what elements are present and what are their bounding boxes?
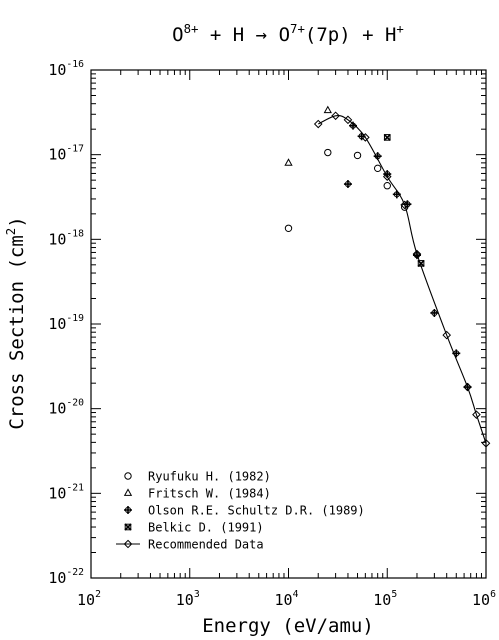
- data-point: [463, 383, 472, 392]
- x-tick-label: 105​: [373, 589, 397, 609]
- data-point: [284, 224, 293, 232]
- data-point: [331, 111, 340, 121]
- data-point: [343, 115, 353, 125]
- y-tick-label: 10-17​: [48, 144, 84, 164]
- legend-marker: [124, 506, 132, 514]
- data-point: [442, 330, 452, 340]
- legend-label: Ryufuku H. (1982): [148, 470, 271, 484]
- legend-marker: [124, 472, 132, 480]
- x-tick-label: 104​: [275, 589, 299, 609]
- data-point: [463, 382, 472, 392]
- data-point: [452, 349, 461, 358]
- y-tick-label: 10-18​: [48, 228, 84, 248]
- y-axis-label: Cross Section (cm2​): [4, 216, 28, 429]
- axis-ticks: [90, 69, 487, 579]
- x-tick-label: 106​: [472, 589, 496, 609]
- x-tick-label: 103​: [176, 589, 200, 609]
- legend-label: Recommended Data: [148, 538, 264, 552]
- y-tick-labels: 10-16​ 10-17​ 10-18​ 10-19​ 10-20​ 10-21​ 10-2…: [48, 59, 84, 587]
- data-point: [349, 121, 358, 130]
- y-tick-label: 10-22​: [48, 567, 84, 587]
- data-point: [430, 308, 439, 317]
- chart-title: O8+​ + H → O7+​(7p) + H+​: [172, 22, 404, 46]
- data-markers: [284, 105, 491, 448]
- plot-frame: [90, 69, 487, 579]
- data-point: [324, 148, 332, 157]
- data-point: [323, 105, 332, 114]
- legend: Ryufuku H. (1982) Fritsch W. (1984) Olson …: [116, 470, 365, 552]
- data-point: [343, 180, 352, 189]
- legend-label: Olson R.E. Schultz D.R. (1989): [148, 504, 365, 518]
- data-point: [313, 119, 323, 129]
- y-tick-label: 10-20​: [48, 398, 84, 418]
- data-point: [412, 249, 422, 259]
- legend-marker: [124, 523, 132, 531]
- data-point: [400, 200, 409, 210]
- data-point: [383, 181, 391, 190]
- x-tick-label: 102​: [77, 589, 101, 609]
- data-point: [392, 190, 401, 199]
- data-point: [373, 152, 382, 161]
- data-point: [284, 158, 293, 166]
- data-point: [353, 151, 362, 160]
- y-tick-label: 10-16​: [48, 59, 84, 79]
- data-point: [373, 164, 382, 173]
- x-tick-labels: 102​ 103​ 104​ 105​ 106​: [77, 589, 496, 609]
- data-point: [472, 410, 481, 419]
- legend-label: Belkic D. (1991): [148, 521, 264, 535]
- data-point: [383, 133, 391, 141]
- y-tick-label: 10-21​: [48, 482, 84, 502]
- data-point: [383, 170, 392, 179]
- legend-marker: [123, 488, 133, 496]
- data-point: [417, 259, 425, 267]
- legend-marker: [123, 539, 133, 549]
- data-point: [382, 172, 392, 181]
- y-tick-label: 10-19​: [48, 313, 84, 333]
- recommended-fit-curve: [317, 115, 487, 444]
- legend-label: Fritsch W. (1984): [148, 487, 271, 501]
- data-point: [357, 132, 366, 141]
- x-axis-label: Energy (eV/amu): [202, 615, 374, 637]
- data-point: [361, 133, 370, 142]
- data-point: [481, 438, 491, 448]
